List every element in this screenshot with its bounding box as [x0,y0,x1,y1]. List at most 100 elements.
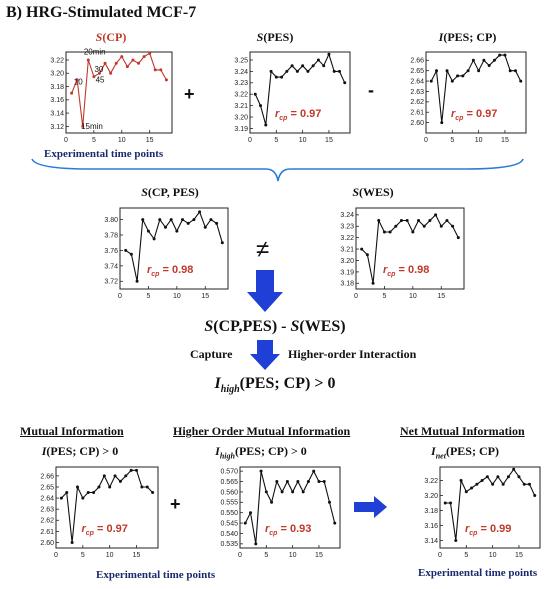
mi-point [145,485,149,489]
swes-point [428,219,432,223]
mi-ytick-label: 2.64 [40,495,54,502]
scp-annotation: 30 [94,65,103,74]
mi-ytick-label: 2.60 [40,540,54,547]
swes-point [399,219,403,223]
spes-point [295,69,299,73]
spes-xtick-label: 10 [299,137,307,144]
hmi-xtick-label: 0 [238,552,242,559]
spes-ytick-label: 3.24 [234,69,248,76]
mi-point [108,485,112,489]
spes-xtick-label: 15 [325,137,333,144]
nmi-point [449,501,453,505]
scp-annotation: 20min [84,48,106,57]
hmi-ytick-label: 0.555 [220,500,238,507]
scppes-point [215,221,219,225]
scp-annotation: 45 [96,76,105,85]
plus-operator: + [184,84,195,104]
scppes-ytick-label: 3.76 [104,248,118,255]
hmi-point [264,490,268,494]
chart-title-nmi: Inet(PES; CP) [431,444,499,461]
higher-order-label: Higher-order Interaction [288,347,417,361]
scp-point [148,51,152,55]
nmi-xtick-label: 5 [464,552,468,559]
ipescp-point [498,53,502,57]
scppes-point [135,279,139,283]
spes-point [301,64,305,68]
spes-point [285,69,289,73]
ipescp-point [482,58,486,62]
spes-point [322,64,326,68]
hmi-point [275,480,279,484]
swes-point [417,219,421,223]
scp-ytick-label: 3.20 [50,71,64,78]
ipescp-ytick-label: 2.62 [410,99,424,106]
hmi-point [270,500,274,504]
nmi-point [506,475,510,479]
spes-point [269,69,273,73]
hmi-point [285,480,289,484]
hmi-point [312,469,316,473]
scppes-point [192,218,196,222]
spes-point [253,92,257,96]
scp-point [159,68,163,72]
scppes-xtick-label: 5 [146,293,150,300]
nmi-point [470,486,474,490]
ipescp-point [487,64,491,67]
swes-point [405,219,409,223]
scppes-point [163,225,167,229]
spes-series-line [254,52,346,126]
ipescp-ytick-label: 2.61 [410,110,424,117]
swes-point [445,219,449,223]
ipescp-point [435,69,439,73]
ipescp-series-line [430,54,522,123]
spes-point [343,81,347,85]
hmi-ytick-label: 0.540 [220,531,238,538]
swes-point [394,224,398,228]
hmi-ytick-label: 0.535 [220,541,238,548]
nmi-point [517,475,521,479]
panel-title: B) HRG-Stimulated MCF-7 [6,4,197,21]
hmi-xtick-label: 15 [315,552,323,559]
mi-point [140,485,144,489]
combine-bracket [31,158,524,182]
mi-point [70,540,74,544]
spes-ytick-label: 3.22 [234,92,248,99]
top-xlabel: Experimental time points [44,148,164,160]
ipescp-point [456,74,460,78]
hmi-point [243,521,247,525]
hmi-ytick-label: 0.570 [220,469,238,476]
scp-xtick-label: 5 [92,137,96,144]
hmi-ytick-label: 0.565 [220,479,238,486]
hmi-point [291,490,295,494]
swes-xtick-label: 15 [437,293,445,300]
mi-ytick-label: 2.66 [40,473,54,480]
ipescp-point [466,69,470,73]
swes-ytick-label: 3.21 [340,246,354,253]
ipescp-point [508,69,512,73]
nmi-point [501,482,505,486]
scp-ytick-label: 3.18 [50,84,64,91]
swes-point [365,253,369,257]
spes-point [290,64,294,68]
mi-point [124,474,128,478]
mi-point [65,491,69,495]
swes-point [451,224,455,228]
chart-hmi: 0.535 0.540 0.545 0.550 0.555 0.560 0.565 0.570… [220,466,341,559]
scp-point [103,61,107,65]
swes-rcp-label: rcp = 0.98 [383,264,429,278]
formula-difference: S(CP,PES) - S(WES) [204,318,346,335]
scp-point [114,61,118,65]
ipescp-rcp-label: rcp = 0.97 [451,108,497,122]
spes-ytick-label: 3.19 [234,126,248,133]
swes-ytick-label: 3.20 [340,258,354,265]
scp-series-line [71,52,167,127]
mi-point [129,468,133,472]
chart-scp: 3.12 3.14 3.16 3.18 3.20 3.22 0 5 10 15 10 15min 20m… [50,48,173,144]
chart-mi: 2.60 2.61 2.62 2.63 2.64 2.65 2.66 0 5 10 15 rcp = … [40,466,159,559]
ipescp-ytick-label: 2.66 [410,58,424,65]
scp-point [137,61,141,65]
ipescp-point [513,69,517,73]
spes-point [274,75,278,79]
mi-point [151,491,155,495]
scppes-rcp-label: rcp = 0.98 [147,264,193,278]
